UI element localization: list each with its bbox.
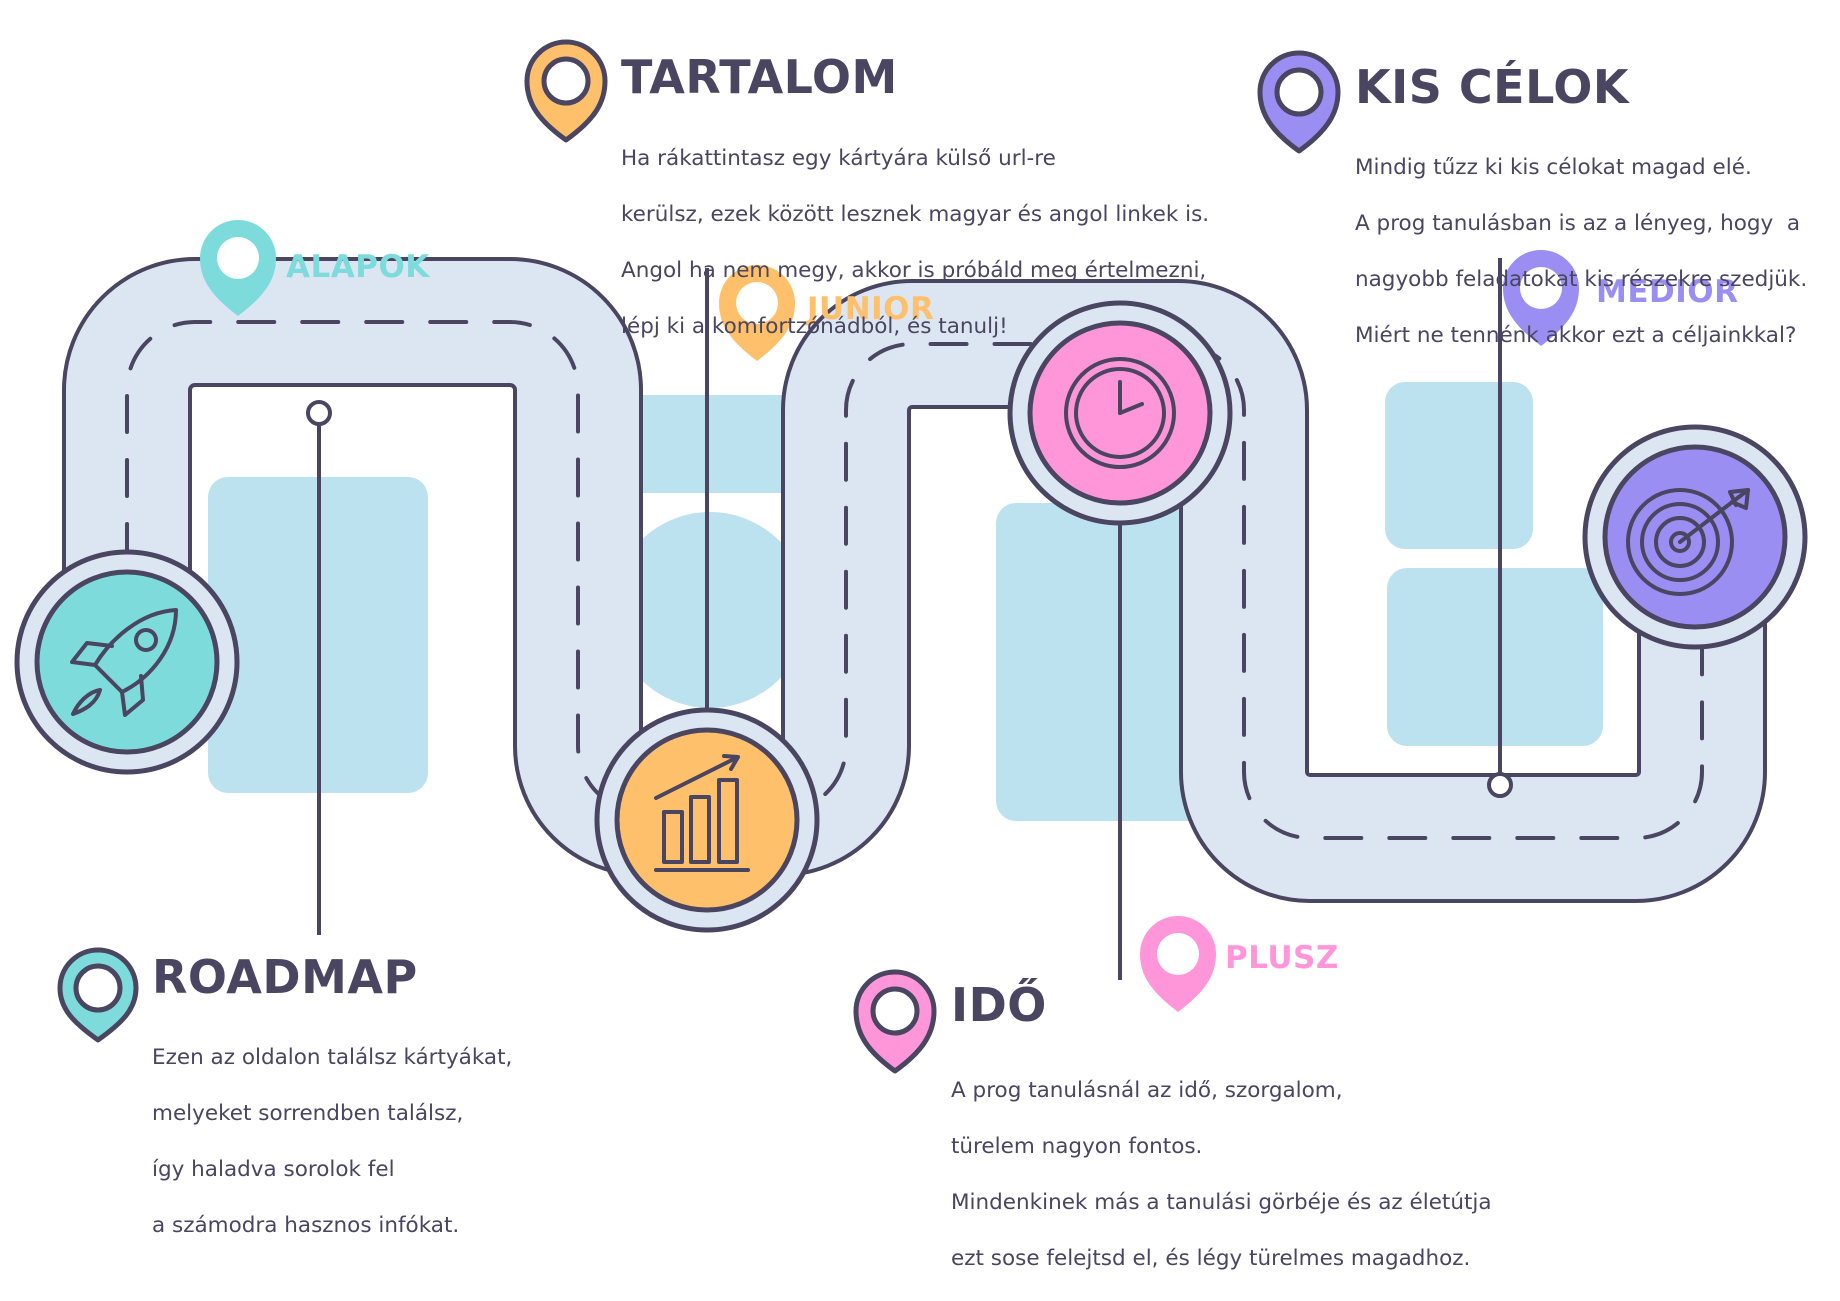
tartalom-title: TARTALOM xyxy=(621,50,898,104)
kis-celok-description: Mindig tűzz ki kis célokat magad elé. A … xyxy=(1355,126,1807,378)
roadmap-description-line: melyeket sorrendben találsz, xyxy=(152,1101,464,1126)
tartalom-description-line: lépj ki a komfortzónádból, és tanulj! xyxy=(621,314,1008,339)
pin-alapok xyxy=(200,220,276,316)
roadmap-description-line: Ezen az oldalon találsz kártyákat, xyxy=(152,1045,513,1070)
target-icon xyxy=(1626,488,1750,596)
road xyxy=(62,257,1767,903)
ido-description: A prog tanulásnál az idő, szorgalom, tür… xyxy=(951,1049,1492,1301)
connector-lines xyxy=(306,258,1513,980)
kis-celok-title: KIS CÉLOK xyxy=(1355,60,1630,114)
pin-tartalom xyxy=(524,39,608,143)
map-pin-icon xyxy=(1257,50,1341,154)
milestone-target xyxy=(1582,424,1808,650)
tartalom-description: Ha rákattintasz egy kártyára külső url-r… xyxy=(621,117,1209,369)
map-pin-icon xyxy=(1140,916,1216,1012)
tartalom-description-line: Angol ha nem megy, akkor is próbáld meg … xyxy=(621,258,1207,283)
tartalom-description-line: Ha rákattintasz egy kártyára külső url-r… xyxy=(621,146,1056,171)
stage-label-junior: JUNIOR xyxy=(807,291,935,327)
roadmap-description: Ezen az oldalon találsz kártyákat, melye… xyxy=(152,1016,512,1268)
background-blocks xyxy=(208,382,1603,821)
map-pin-icon xyxy=(719,265,795,361)
ido-description-line: türelem nagyon fontos. xyxy=(951,1134,1203,1159)
milestone-clock xyxy=(1007,300,1233,526)
kis-celok-description-line: nagyobb feladatokat kis részekre szedjük… xyxy=(1355,267,1808,292)
tartalom-description-line: kerülsz, ezek között lesznek magyar és a… xyxy=(621,202,1210,227)
map-pin-icon xyxy=(1503,250,1579,346)
map-pin-icon xyxy=(57,947,139,1043)
pin-kis-celok xyxy=(1257,50,1341,154)
map-pin-icon xyxy=(200,220,276,316)
clock-icon xyxy=(1064,357,1176,469)
ido-description-line: ezt sose felejtsd el, és légy türelmes m… xyxy=(951,1246,1471,1271)
pin-junior xyxy=(719,265,795,361)
ido-description-line: Mindenkinek más a tanulási görbéje és az… xyxy=(951,1190,1492,1215)
map-pin-icon xyxy=(853,969,937,1074)
pin-roadmap xyxy=(57,947,139,1043)
milestone-rocket xyxy=(14,549,240,775)
roadmap-title: ROADMAP xyxy=(152,950,418,1004)
kis-celok-description-line: A prog tanulásban is az a lényeg, hogy a xyxy=(1355,211,1801,236)
roadmap-diagram xyxy=(14,39,1808,1074)
kis-celok-description-line: Mindig tűzz ki kis célokat magad elé. xyxy=(1355,155,1752,180)
stage-label-plusz: PLUSZ xyxy=(1225,940,1339,976)
pin-medior xyxy=(1503,250,1579,346)
pin-ido xyxy=(853,969,937,1074)
stage-label-alapok: ALAPOK xyxy=(286,249,430,285)
kis-celok-description-line: Miért ne tennénk akkor ezt a céljainkkal… xyxy=(1355,323,1797,348)
milestone-chart xyxy=(594,707,820,933)
roadmap-description-line: a számodra hasznos infókat. xyxy=(152,1213,460,1238)
ido-title: IDŐ xyxy=(951,978,1047,1032)
map-pin-icon xyxy=(524,39,608,143)
pin-plusz xyxy=(1140,916,1216,1012)
rocket-icon xyxy=(70,608,178,717)
bar-chart-icon xyxy=(654,754,750,872)
stage-label-medior: MEDIOR xyxy=(1596,274,1739,310)
ido-description-line: A prog tanulásnál az idő, szorgalom, xyxy=(951,1078,1343,1103)
roadmap-description-line: így haladva sorolok fel xyxy=(152,1157,395,1182)
